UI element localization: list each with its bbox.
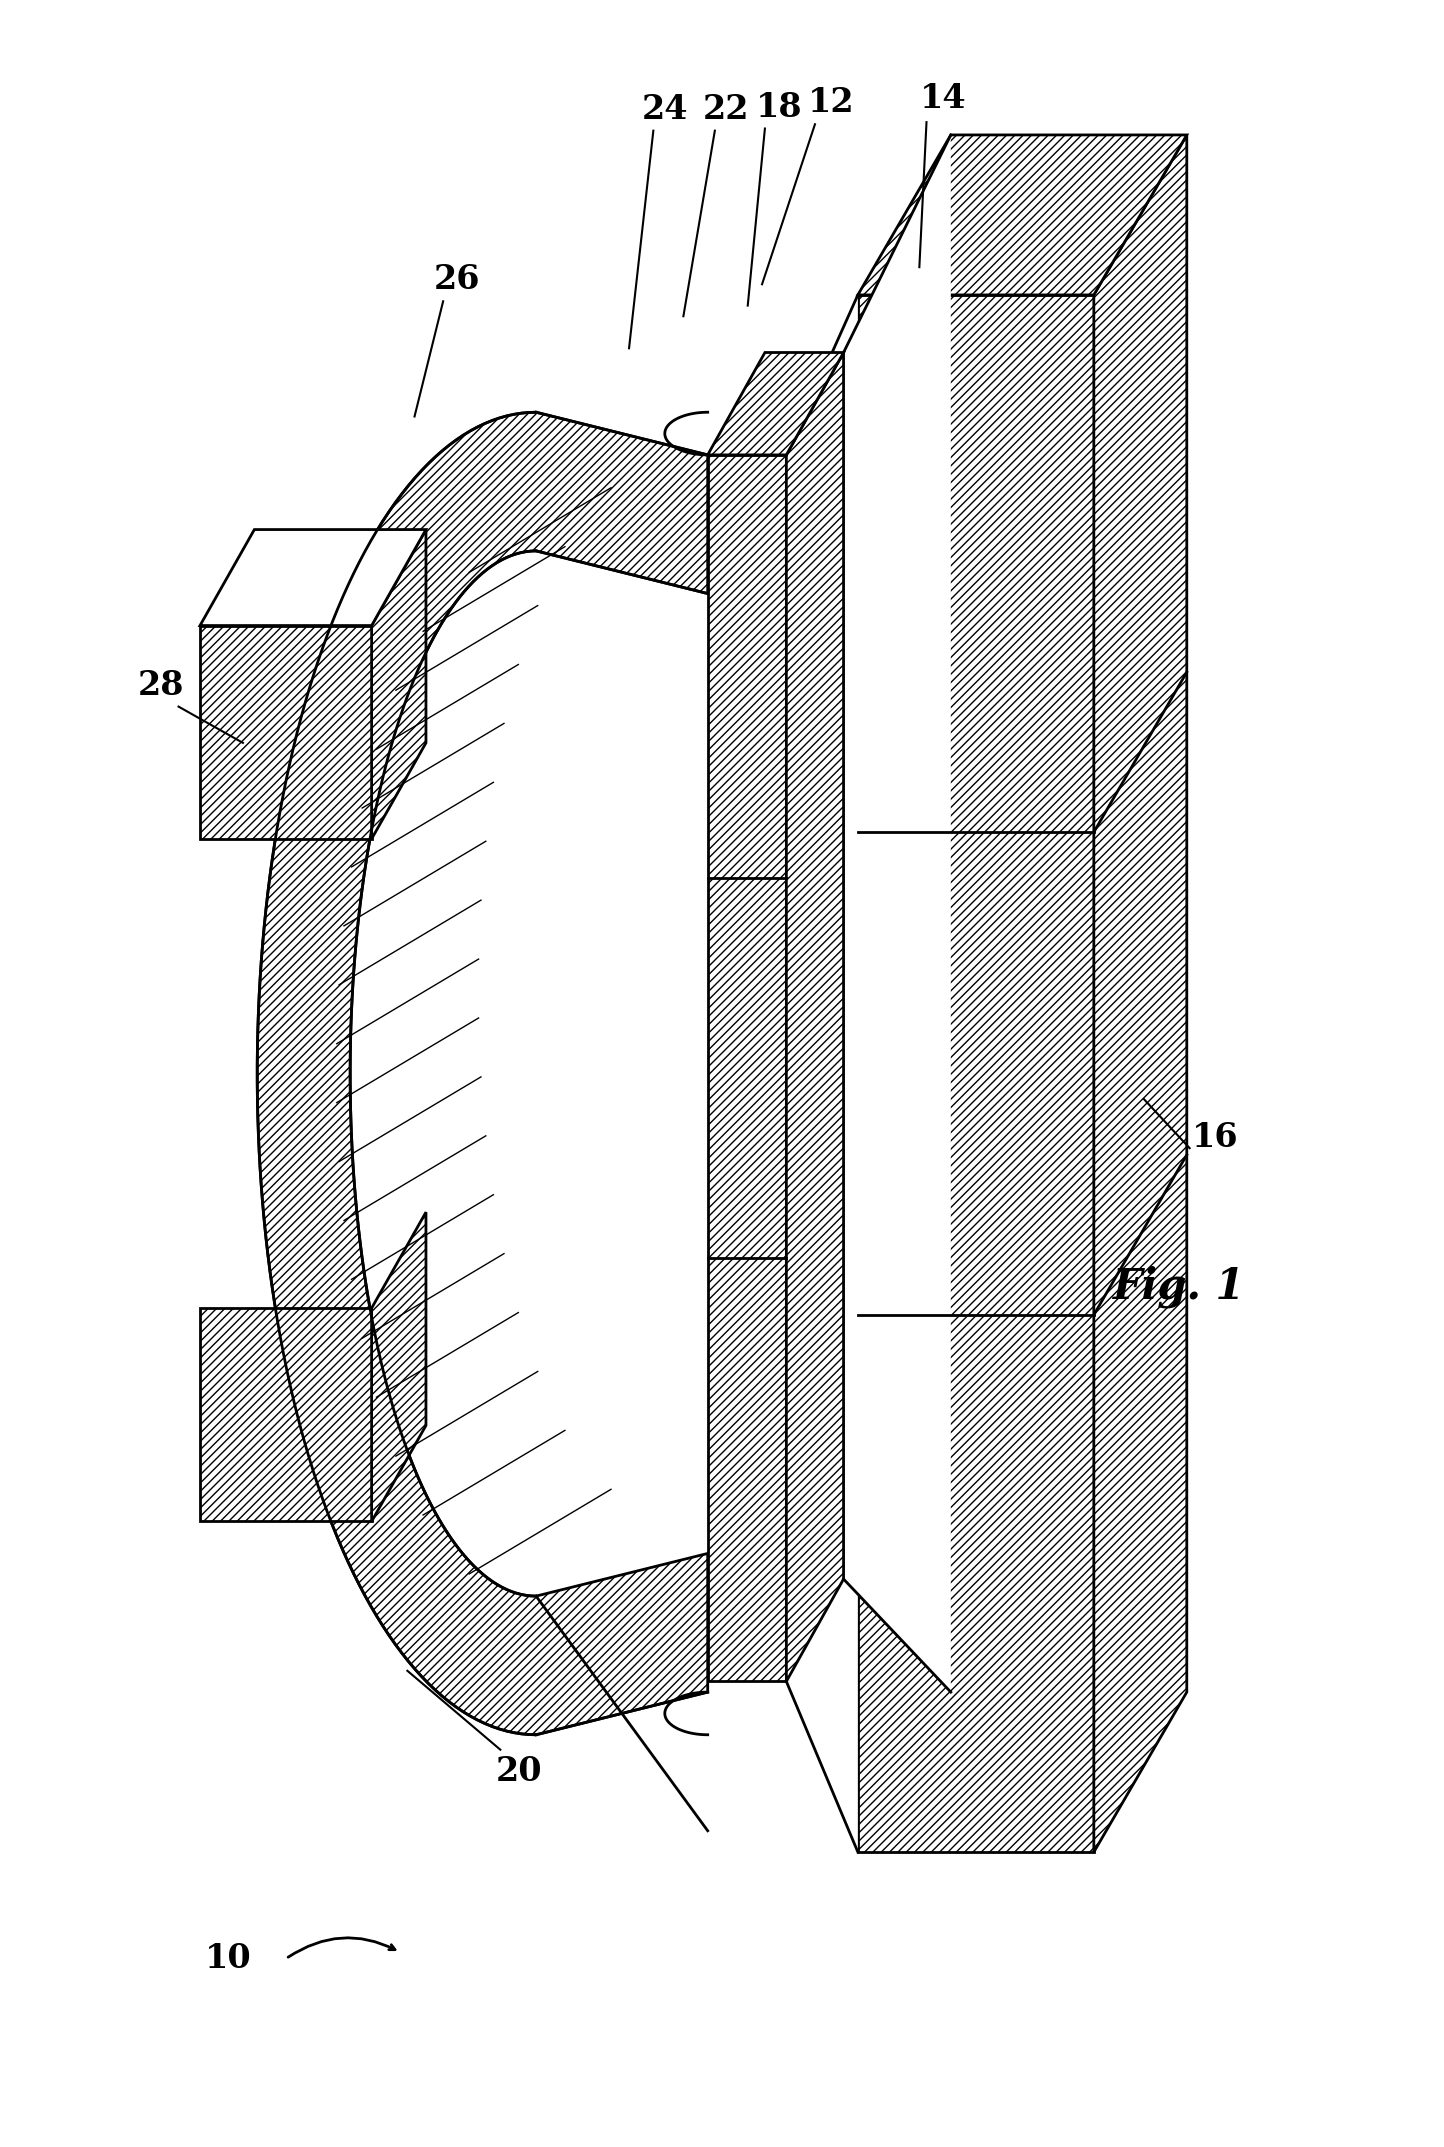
- Text: 10: 10: [205, 1943, 253, 1975]
- Polygon shape: [708, 455, 787, 1681]
- Text: 26: 26: [435, 264, 481, 296]
- Text: Fig. 1: Fig. 1: [1113, 1265, 1246, 1308]
- Text: 22: 22: [703, 92, 749, 127]
- Polygon shape: [787, 294, 858, 1853]
- Text: 12: 12: [807, 86, 853, 120]
- Polygon shape: [371, 1213, 426, 1522]
- Polygon shape: [257, 412, 708, 1735]
- Polygon shape: [787, 352, 843, 1681]
- Polygon shape: [201, 530, 426, 625]
- Polygon shape: [201, 625, 371, 839]
- Text: 14: 14: [920, 82, 967, 116]
- Text: 24: 24: [641, 92, 687, 127]
- Text: 20: 20: [495, 1754, 543, 1788]
- Polygon shape: [1093, 135, 1187, 1853]
- Text: 28: 28: [139, 668, 185, 702]
- Polygon shape: [843, 135, 950, 1692]
- Polygon shape: [858, 294, 1093, 1853]
- Polygon shape: [858, 135, 1187, 294]
- Polygon shape: [708, 352, 843, 455]
- Text: 16: 16: [1193, 1121, 1239, 1153]
- Text: 18: 18: [755, 90, 803, 125]
- Polygon shape: [371, 530, 426, 839]
- Polygon shape: [201, 1308, 371, 1522]
